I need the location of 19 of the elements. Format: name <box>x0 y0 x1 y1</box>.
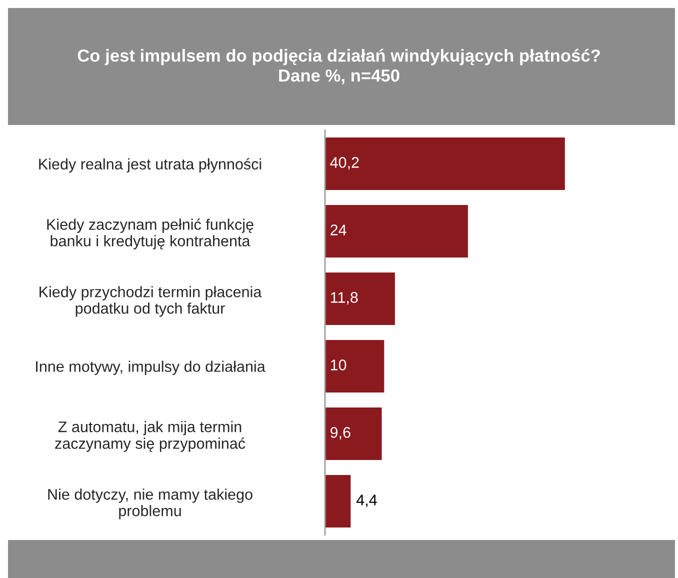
y-tick-label: Kiedy przychodzi termin płacenia podatku od tych faktur <box>40 286 262 317</box>
data-label: 10 <box>330 360 346 370</box>
y-tick-label: Inne motywy, impulsy do działania <box>36 360 266 375</box>
bar <box>325 474 352 529</box>
y-tick-label: Kiedy zaczynam pełnić funkcję banku i kredytuję kontrahenta <box>47 218 254 250</box>
bar <box>325 406 384 462</box>
y-tick-label: Kiedy realna jest utrata płynności <box>39 158 262 173</box>
y-tick-label: Nie dotyczy, nie mamy takiego problemu <box>48 488 252 520</box>
data-label: 4,4 <box>356 494 377 508</box>
bar <box>325 271 396 326</box>
data-label: 40,2 <box>330 157 359 170</box>
bar <box>325 136 566 192</box>
chart-title: Co jest impulsem do podjęcia działań windykujących płatność? Dane %, n=450 <box>78 48 600 84</box>
data-label: 9,6 <box>330 427 350 440</box>
data-label: 24 <box>330 224 346 236</box>
y-tick-label: Z automatu, jak mija termin zaczynamy się przypominać <box>55 421 246 452</box>
bar <box>325 204 470 259</box>
data-label: 11,8 <box>330 292 358 305</box>
bar <box>325 338 386 394</box>
